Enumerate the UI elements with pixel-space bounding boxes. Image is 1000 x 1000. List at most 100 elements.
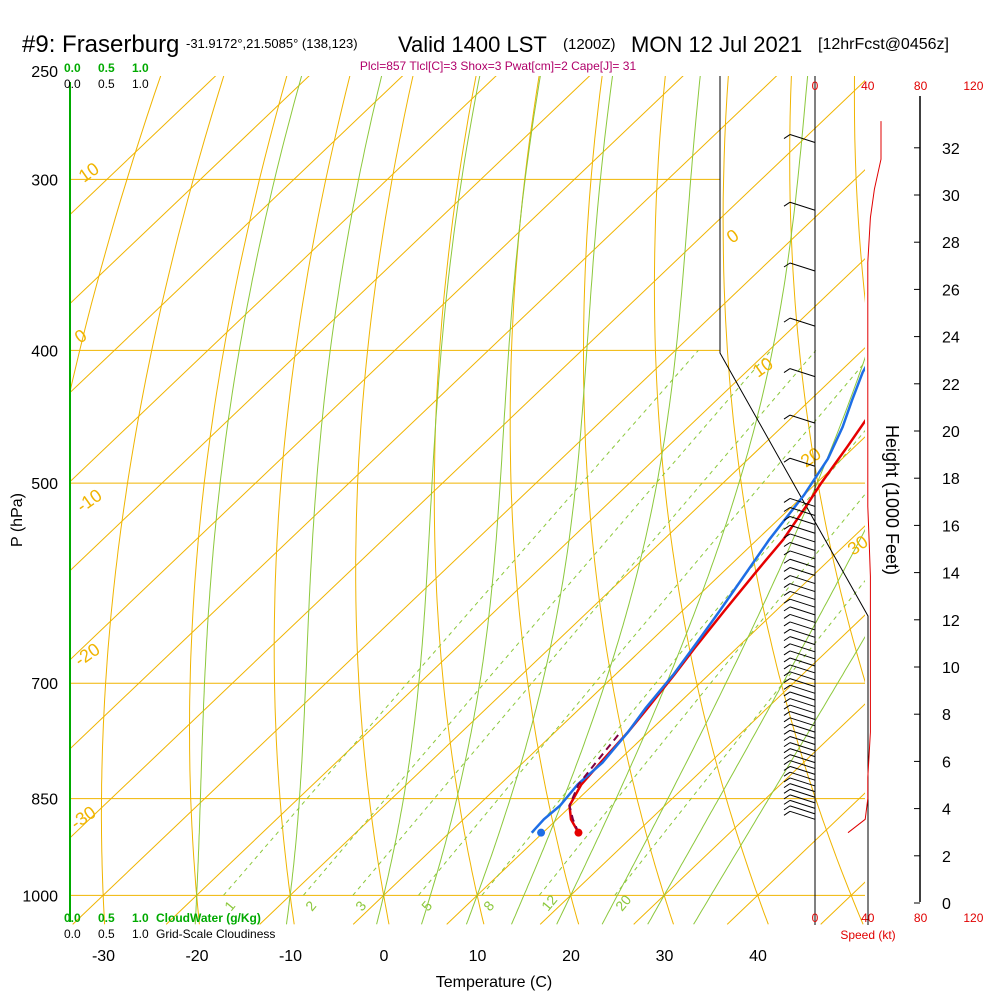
wind-barb [789,497,816,507]
moist-adiabat [383,76,481,896]
pressure-tick-700: 700 [31,676,58,693]
wind-barb [789,575,816,585]
wind-barb [783,794,791,800]
isotherm-label: 10 [75,158,103,186]
wind-barb [789,698,816,708]
isotherm [820,881,865,925]
cloud-water-tick: 1.0 [132,61,149,75]
isotherm-label: -30 [67,802,100,833]
wind-barb [789,799,816,809]
speed-label: Speed (kt) [840,928,895,942]
wind-barb [789,550,816,560]
wind-barb [783,671,791,677]
moist-adiabat [196,76,303,896]
isotherm [446,525,865,925]
wind-barb [789,742,816,752]
wind-barb [783,498,791,503]
dry-adiabat [789,76,865,683]
cloud-water-tick: 0.0 [64,61,81,75]
isotherm-label: 0 [71,325,91,347]
wind-barb [783,516,791,521]
wind-barb [783,134,791,139]
speed-tick-bottom: 80 [914,911,928,925]
isotherm [70,76,217,216]
wind-barb [783,765,791,771]
wind-barb [783,664,791,670]
wind-barb [789,691,816,701]
temperature-axis-label: Temperature (C) [436,974,552,991]
height-tick-label: 32 [942,141,960,158]
isotherm [70,76,404,394]
temperature-tick: -10 [279,948,302,965]
height-tick-label: 30 [942,188,960,205]
wind-barb [783,783,791,789]
wind-barb [783,575,791,580]
wind-barb [783,643,791,649]
moist-adiabat [693,895,712,925]
wind-barb [789,783,816,793]
wind-barb [789,771,816,781]
isotherm [726,792,865,925]
height-tick-label: 22 [942,377,960,394]
wind-barb [789,748,816,758]
wind-barb [783,704,791,710]
surface-temp-marker [574,828,583,837]
wind-barb [783,507,791,512]
pressure-tick-1000: 1000 [22,888,58,905]
isotherm-label: 0 [723,225,743,247]
cloudiness-tick: 1.0 [132,77,149,91]
height-tick-label: 14 [942,566,960,583]
wind-barb [789,805,816,815]
isotherm [352,436,865,925]
isotherm [70,76,497,483]
isotherm-label: 10 [749,353,777,381]
wind-barb [789,457,816,467]
pressure-tick-500: 500 [31,476,58,493]
moist-adiabat [570,76,809,896]
cloud-water-tick: 1.0 [132,911,149,925]
cloud-scale-bottom: 0.0 0.0 0.5 0.5 1.0 1.0 [64,911,149,941]
mixing-ratio-label: 5 [418,898,435,914]
wind-barb [783,748,791,754]
wind-barb [783,567,791,572]
wind-barb [783,736,791,741]
temperature-line [568,419,865,834]
wind-barb [789,628,816,638]
wind-barb [783,262,791,268]
wind-barb [783,760,791,765]
wind-barb [783,723,791,729]
isotherm [70,76,778,750]
wind-barb [789,710,816,720]
isotherm [70,76,684,661]
wind-barb [789,736,816,745]
wind-barb [789,704,816,714]
wind-barb [783,650,791,656]
station-title: #9: Fraserburg [22,31,179,58]
isotherm-label: 30 [844,531,872,559]
wind-barb [789,636,816,646]
temperature-tick: 10 [469,948,487,965]
mixing-ratio-label: 2 [302,898,319,914]
moist-adiabat [465,895,478,925]
dry-adiabat [917,0,1000,924]
moist-adiabat [556,895,572,925]
dry-adiabat [509,76,580,925]
height-tick-label: 16 [942,518,960,535]
pressure-tick-400: 400 [31,343,58,360]
parcel-line [568,731,622,834]
isotherm-label: -10 [73,485,106,516]
cloudiness-tick: 1.0 [132,927,149,941]
wind-barb [783,777,791,783]
temperature-tick: 20 [562,948,580,965]
wind-barb [789,507,816,516]
wind-barb [783,788,791,794]
wind-barb [783,691,791,697]
moist-adiabat [289,76,383,896]
wind-barb [789,723,816,733]
pressure-axis-label: P (hPa) [9,493,26,547]
temperature-tick: 40 [749,948,767,965]
wind-barb [789,317,816,327]
wind-barb [783,542,791,547]
wind-barb [789,201,816,211]
